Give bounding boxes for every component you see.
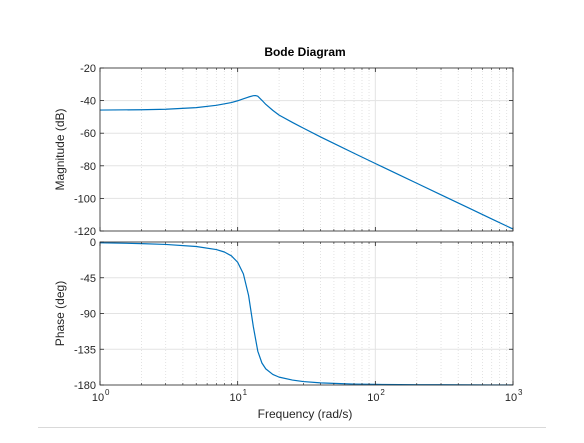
x-tick-label: 10 [367, 392, 379, 404]
axes-frame [99, 67, 514, 232]
x-tick-label: 10 [505, 392, 517, 404]
magnitude-series-line [99, 94, 514, 230]
plot-area [100, 68, 513, 231]
y-tick-label: -40 [80, 96, 96, 108]
x-axis-label: Frequency (rad/s) [258, 407, 353, 421]
y-tick-label: -180 [74, 380, 96, 392]
x-tick-exponent: 2 [380, 388, 385, 397]
y-tick-label: -80 [80, 161, 96, 173]
y-tick-label: -90 [80, 309, 96, 321]
magnitude-panel: -20 -40 -60 -80 -100 -120 Magnitude (dB) [53, 63, 514, 238]
x-tick-exponent: 0 [105, 388, 110, 397]
x-tick-label: 10 [92, 392, 104, 404]
y-axis-label: Phase (deg) [53, 281, 67, 346]
y-tick-label: 0 [90, 237, 96, 249]
y-axis-label: Magnitude (dB) [53, 108, 67, 190]
x-tick-exponent: 1 [243, 388, 248, 397]
chart-title: Bode Diagram [264, 45, 345, 59]
y-tick-label: -20 [80, 63, 96, 75]
divider [38, 427, 546, 428]
x-tick-exponent: 3 [518, 388, 523, 397]
y-tick-label: -135 [74, 344, 96, 356]
y-tick-label: -120 [74, 226, 96, 238]
y-tick-label: -100 [74, 193, 96, 205]
y-tick-label: -60 [80, 128, 96, 140]
y-tick-label: -45 [80, 273, 96, 285]
x-tick-label: 10 [230, 392, 242, 404]
